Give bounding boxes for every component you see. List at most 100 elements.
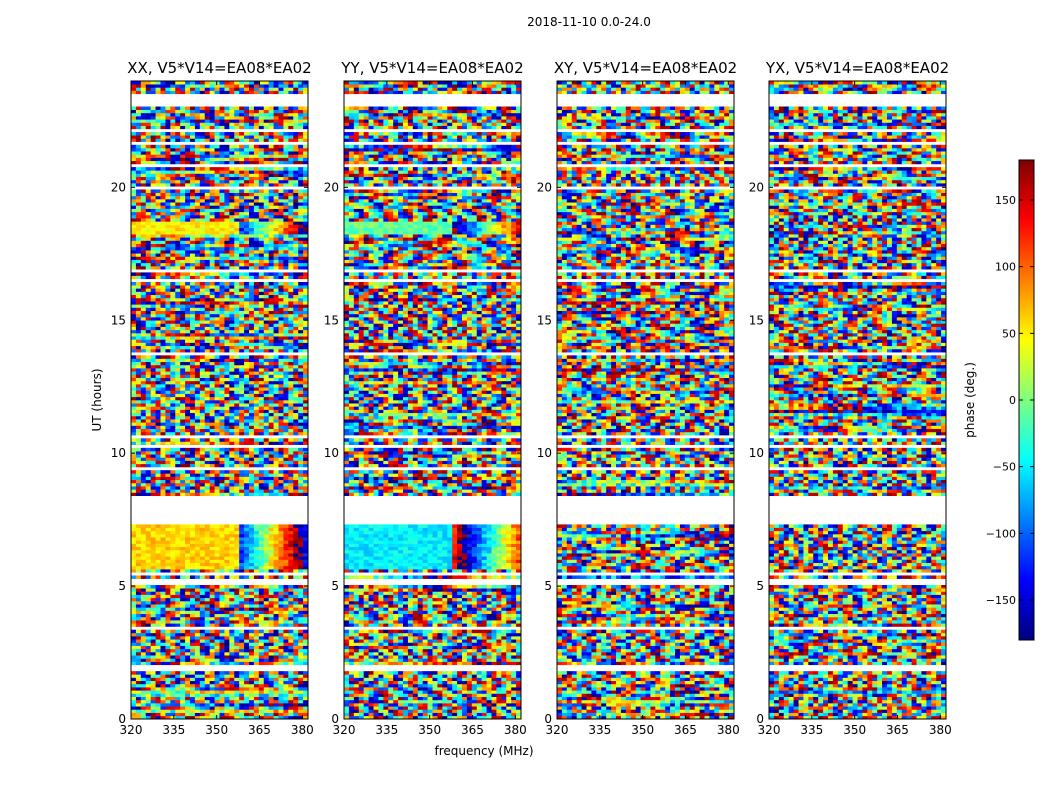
heatmap-cell: [274, 537, 279, 540]
heatmap-cell: [170, 403, 175, 406]
heatmap-cell: [229, 422, 234, 425]
heatmap-cell: [220, 658, 225, 661]
heatmap-cell: [210, 387, 215, 390]
heatmap-cell: [210, 413, 215, 416]
heatmap-cell: [185, 486, 190, 489]
heatmap-cell: [190, 221, 195, 224]
heatmap-cell: [259, 241, 264, 244]
heatmap-cell: [234, 630, 239, 633]
heatmap-cell: [200, 410, 205, 413]
heatmap-cell: [298, 346, 303, 349]
heatmap-cell: [165, 438, 170, 441]
heatmap-cell: [220, 560, 225, 563]
heatmap-cell: [205, 390, 210, 393]
heatmap-cell: [141, 390, 146, 393]
heatmap-cell: [170, 292, 175, 295]
heatmap-cell: [170, 614, 175, 617]
heatmap-cell: [180, 394, 185, 397]
heatmap-cell: [249, 483, 254, 486]
heatmap-cell: [146, 563, 151, 566]
heatmap-cell: [239, 323, 244, 326]
heatmap-cell: [249, 410, 254, 413]
heatmap-cell: [239, 333, 244, 336]
heatmap-cell: [234, 272, 239, 275]
heatmap-cell: [220, 544, 225, 547]
heatmap-cell: [298, 234, 303, 237]
heatmap-cell: [136, 250, 141, 253]
heatmap-cell: [151, 560, 156, 563]
heatmap-cell: [239, 276, 244, 279]
heatmap-cell: [283, 416, 288, 419]
heatmap-cell: [239, 292, 244, 295]
heatmap-cell: [220, 563, 225, 566]
heatmap-cell: [141, 394, 146, 397]
heatmap-cell: [239, 678, 244, 681]
heatmap-cell: [279, 349, 284, 352]
heatmap-cell: [254, 384, 259, 387]
heatmap-cell: [244, 285, 249, 288]
heatmap-cell: [180, 563, 185, 566]
heatmap-cell: [161, 483, 166, 486]
heatmap-cell: [283, 272, 288, 275]
heatmap-cell: [283, 426, 288, 429]
heatmap-cell: [205, 349, 210, 352]
heatmap-cell: [175, 432, 180, 435]
heatmap-cell: [141, 263, 146, 266]
heatmap-cell: [269, 690, 274, 693]
heatmap-cell: [234, 451, 239, 454]
heatmap-cell: [200, 225, 205, 228]
heatmap-cell: [136, 301, 141, 304]
heatmap-cell: [165, 378, 170, 381]
heatmap-cell: [288, 406, 293, 409]
heatmap-cell: [259, 282, 264, 285]
heatmap-cell: [239, 432, 244, 435]
heatmap-cell: [288, 706, 293, 709]
heatmap-cell: [131, 387, 136, 390]
heatmap-cell: [288, 381, 293, 384]
heatmap-cell: [205, 464, 210, 467]
heatmap-cell: [131, 473, 136, 476]
heatmap-cell: [215, 323, 220, 326]
heatmap-cell: [269, 212, 274, 215]
heatmap-cell: [151, 228, 156, 231]
heatmap-cell: [180, 623, 185, 626]
heatmap-cell: [234, 406, 239, 409]
heatmap-cell: [156, 470, 161, 473]
heatmap-cell: [136, 323, 141, 326]
heatmap-cell: [205, 355, 210, 358]
heatmap-cell: [269, 454, 274, 457]
heatmap-cell: [298, 454, 303, 457]
heatmap-cell: [195, 566, 200, 569]
heatmap-cell: [288, 397, 293, 400]
heatmap-cell: [185, 687, 190, 690]
heatmap-cell: [205, 419, 210, 422]
heatmap-cell: [165, 553, 170, 556]
heatmap-cell: [146, 323, 151, 326]
heatmap-cell: [175, 394, 180, 397]
heatmap-cell: [224, 234, 229, 237]
heatmap-cell: [141, 355, 146, 358]
heatmap-cell: [254, 604, 259, 607]
heatmap-cell: [151, 601, 156, 604]
heatmap-cell: [215, 681, 220, 684]
heatmap-cell: [200, 285, 205, 288]
heatmap-cell: [279, 368, 284, 371]
heatmap-cell: [224, 601, 229, 604]
heatmap-cell: [259, 225, 264, 228]
heatmap-cell: [293, 339, 298, 342]
heatmap-cell: [141, 563, 146, 566]
heatmap-cell: [259, 658, 264, 661]
heatmap-cell: [249, 359, 254, 362]
heatmap-cell: [146, 560, 151, 563]
heatmap-cell: [131, 575, 136, 578]
heatmap-cell: [156, 687, 161, 690]
heatmap-cell: [229, 633, 234, 636]
heatmap-cell: [215, 451, 220, 454]
heatmap-cell: [151, 244, 156, 247]
heatmap-cell: [195, 330, 200, 333]
heatmap-cell: [200, 591, 205, 594]
heatmap-cell: [220, 400, 225, 403]
heatmap-cell: [156, 544, 161, 547]
heatmap-cell: [220, 390, 225, 393]
heatmap-cell: [274, 292, 279, 295]
